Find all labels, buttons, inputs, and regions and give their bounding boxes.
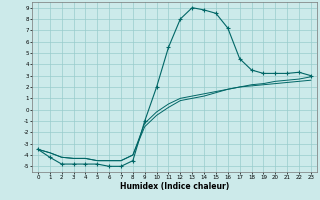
X-axis label: Humidex (Indice chaleur): Humidex (Indice chaleur) <box>120 182 229 191</box>
